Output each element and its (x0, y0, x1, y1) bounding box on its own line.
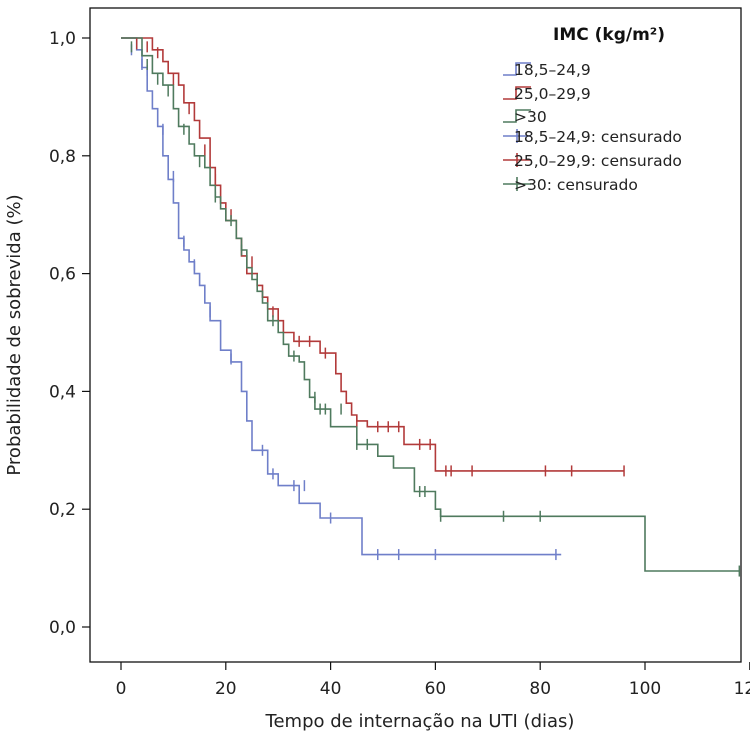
y-tick-label: 0,0 (49, 618, 76, 638)
x-tick-label: 120 (734, 679, 750, 699)
y-tick-label: 0,8 (49, 147, 76, 167)
y-tick-label: 0,4 (49, 382, 76, 402)
legend-swatch-line (503, 109, 531, 123)
y-axis-title: Probabilidade de sobrevida (%) (4, 194, 25, 475)
legend-swatch-line (503, 86, 531, 100)
legend-entry: 18,5–24,9 (514, 61, 591, 79)
legend-entry: 25,0–29,9: censurado (514, 152, 682, 170)
x-tick-label: 80 (529, 679, 551, 699)
plot-frame (89, 7, 742, 663)
legend-entry: >30 (514, 108, 547, 126)
survival-curve-3 (121, 37, 740, 572)
x-tick-label: 60 (425, 679, 447, 699)
legend-swatch-line (503, 62, 531, 76)
x-tick-label: 100 (629, 679, 661, 699)
y-tick-label: 0,2 (49, 500, 76, 520)
legend-title: IMC (kg/m²) (553, 25, 665, 45)
x-tick-label: 20 (215, 679, 237, 699)
legend-entry: >30: censurado (514, 176, 638, 194)
y-tick-label: 0,6 (49, 265, 76, 285)
x-tick-label: 40 (320, 679, 342, 699)
legend-entry: 25,0–29,9 (514, 85, 591, 103)
survival-curve-1 (121, 37, 562, 556)
legend-entry: 18,5–24,9: censurado (514, 128, 682, 146)
x-axis-title: Tempo de internação na UTI (dias) (265, 711, 575, 732)
x-tick-label: 0 (116, 679, 127, 699)
y-tick-label: 1,0 (49, 29, 76, 49)
